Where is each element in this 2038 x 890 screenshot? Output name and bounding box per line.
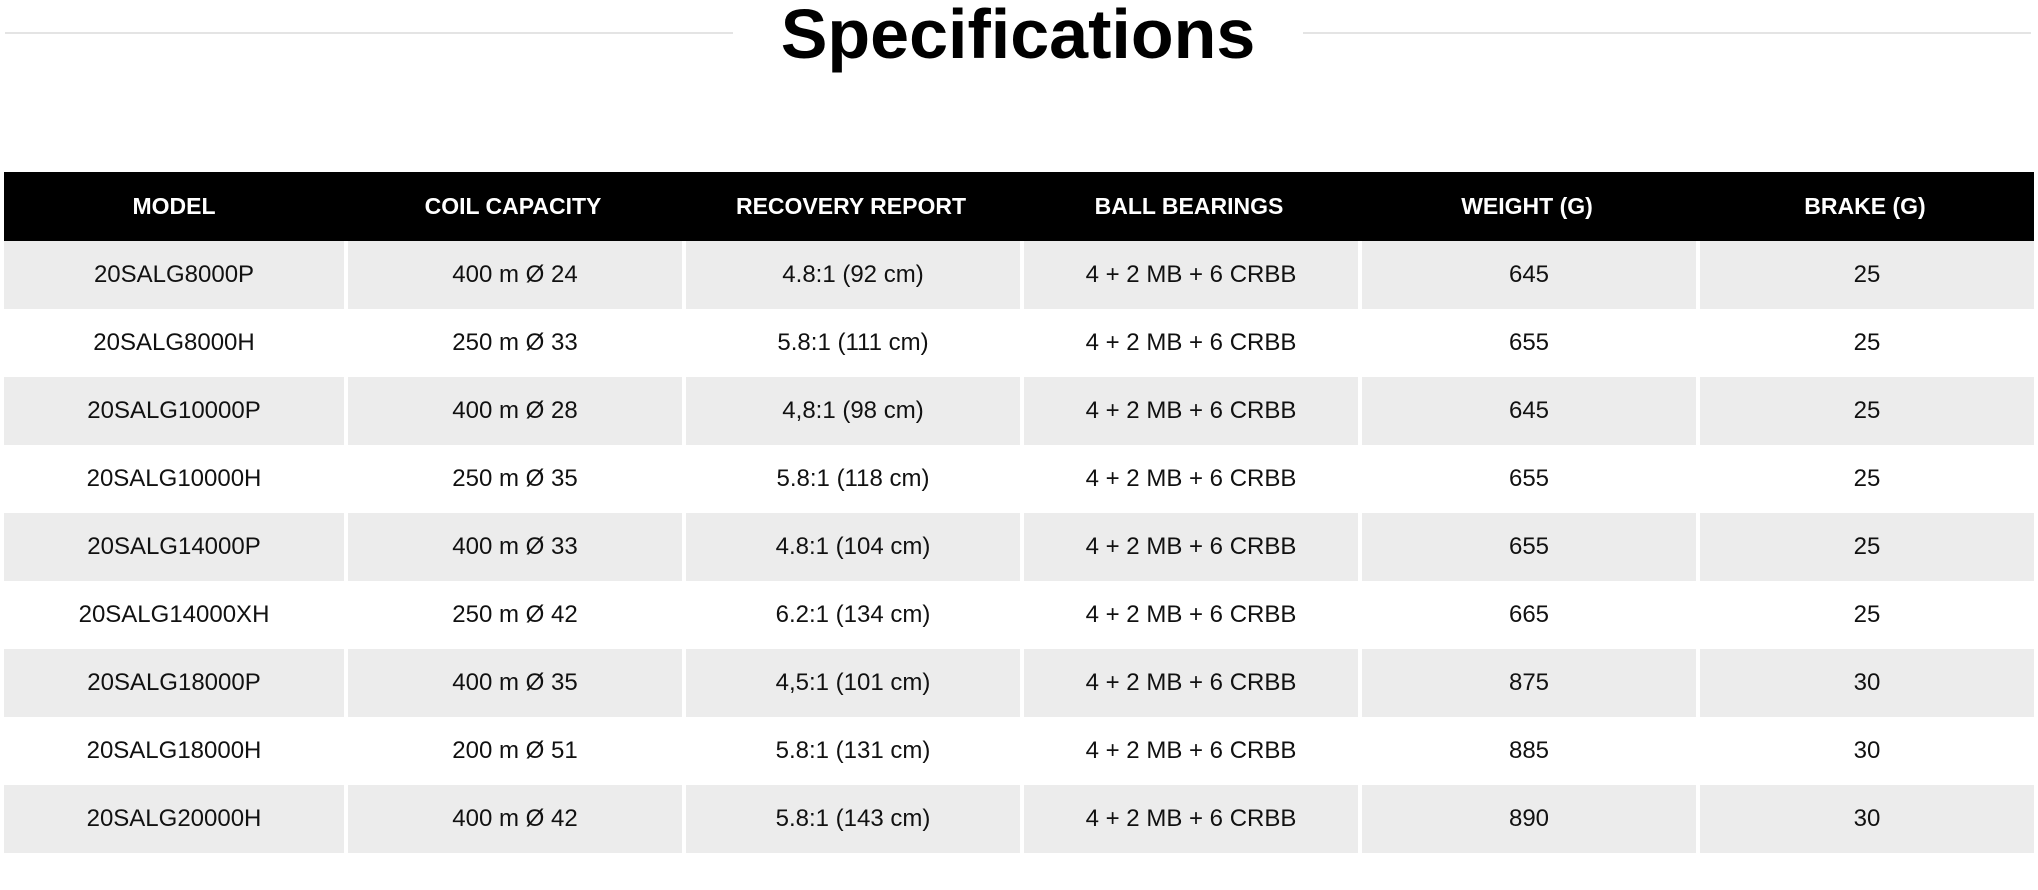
cell-brake: 30 <box>1696 649 2034 717</box>
cell-recovery-report: 5.8:1 (111 cm) <box>682 309 1020 377</box>
cell-brake: 25 <box>1696 377 2034 445</box>
cell-weight: 645 <box>1358 377 1696 445</box>
cell-model: 20SALG18000P <box>4 649 344 717</box>
cell-weight: 645 <box>1358 241 1696 309</box>
cell-model: 20SALG8000H <box>4 309 344 377</box>
header-ball-bearings: BALL BEARINGS <box>1020 172 1358 241</box>
cell-brake: 30 <box>1696 785 2034 853</box>
cell-model: 20SALG14000P <box>4 513 344 581</box>
cell-recovery-report: 5.8:1 (131 cm) <box>682 717 1020 785</box>
cell-brake: 25 <box>1696 309 2034 377</box>
cell-model: 20SALG20000H <box>4 785 344 853</box>
page-title: Specifications <box>780 0 1256 73</box>
table-row: 20SALG10000H 250 m Ø 35 5.8:1 (118 cm) 4… <box>4 445 2034 513</box>
cell-ball-bearings: 4 + 2 MB + 6 CRBB <box>1020 377 1358 445</box>
cell-recovery-report: 4.8:1 (92 cm) <box>682 241 1020 309</box>
cell-model: 20SALG18000H <box>4 717 344 785</box>
cell-weight: 875 <box>1358 649 1696 717</box>
cell-coil-capacity: 400 m Ø 28 <box>344 377 682 445</box>
table-row: 20SALG14000XH 250 m Ø 42 6.2:1 (134 cm) … <box>4 581 2034 649</box>
title-divider-right <box>1303 32 2031 34</box>
cell-coil-capacity: 400 m Ø 42 <box>344 785 682 853</box>
header-brake: BRAKE (G) <box>1696 172 2034 241</box>
title-divider-left <box>5 32 733 34</box>
cell-brake: 25 <box>1696 445 2034 513</box>
header-coil-capacity: COIL CAPACITY <box>344 172 682 241</box>
cell-ball-bearings: 4 + 2 MB + 6 CRBB <box>1020 513 1358 581</box>
cell-ball-bearings: 4 + 2 MB + 6 CRBB <box>1020 309 1358 377</box>
cell-weight: 885 <box>1358 717 1696 785</box>
specifications-table: MODEL COIL CAPACITY RECOVERY REPORT BALL… <box>4 172 2034 853</box>
header-model: MODEL <box>4 172 344 241</box>
table-row: 20SALG10000P 400 m Ø 28 4,8:1 (98 cm) 4 … <box>4 377 2034 445</box>
cell-coil-capacity: 400 m Ø 35 <box>344 649 682 717</box>
cell-ball-bearings: 4 + 2 MB + 6 CRBB <box>1020 717 1358 785</box>
table-row: 20SALG8000P 400 m Ø 24 4.8:1 (92 cm) 4 +… <box>4 241 2034 309</box>
cell-brake: 30 <box>1696 717 2034 785</box>
header-recovery-report: RECOVERY REPORT <box>682 172 1020 241</box>
title-section: Specifications <box>0 0 2038 70</box>
cell-ball-bearings: 4 + 2 MB + 6 CRBB <box>1020 445 1358 513</box>
cell-model: 20SALG10000H <box>4 445 344 513</box>
cell-recovery-report: 4,8:1 (98 cm) <box>682 377 1020 445</box>
cell-weight: 655 <box>1358 513 1696 581</box>
cell-coil-capacity: 400 m Ø 33 <box>344 513 682 581</box>
cell-coil-capacity: 250 m Ø 35 <box>344 445 682 513</box>
cell-recovery-report: 5.8:1 (118 cm) <box>682 445 1020 513</box>
table-row: 20SALG8000H 250 m Ø 33 5.8:1 (111 cm) 4 … <box>4 309 2034 377</box>
cell-brake: 25 <box>1696 513 2034 581</box>
cell-weight: 665 <box>1358 581 1696 649</box>
table-row: 20SALG18000H 200 m Ø 51 5.8:1 (131 cm) 4… <box>4 717 2034 785</box>
cell-weight: 655 <box>1358 309 1696 377</box>
cell-coil-capacity: 250 m Ø 33 <box>344 309 682 377</box>
cell-weight: 890 <box>1358 785 1696 853</box>
cell-coil-capacity: 200 m Ø 51 <box>344 717 682 785</box>
header-weight: WEIGHT (G) <box>1358 172 1696 241</box>
table-header-row: MODEL COIL CAPACITY RECOVERY REPORT BALL… <box>4 172 2034 241</box>
cell-ball-bearings: 4 + 2 MB + 6 CRBB <box>1020 649 1358 717</box>
cell-model: 20SALG8000P <box>4 241 344 309</box>
cell-recovery-report: 4.8:1 (104 cm) <box>682 513 1020 581</box>
cell-ball-bearings: 4 + 2 MB + 6 CRBB <box>1020 241 1358 309</box>
cell-recovery-report: 4,5:1 (101 cm) <box>682 649 1020 717</box>
cell-model: 20SALG14000XH <box>4 581 344 649</box>
cell-brake: 25 <box>1696 241 2034 309</box>
cell-weight: 655 <box>1358 445 1696 513</box>
cell-recovery-report: 6.2:1 (134 cm) <box>682 581 1020 649</box>
cell-ball-bearings: 4 + 2 MB + 6 CRBB <box>1020 785 1358 853</box>
cell-model: 20SALG10000P <box>4 377 344 445</box>
cell-recovery-report: 5.8:1 (143 cm) <box>682 785 1020 853</box>
table-row: 20SALG18000P 400 m Ø 35 4,5:1 (101 cm) 4… <box>4 649 2034 717</box>
table-row: 20SALG20000H 400 m Ø 42 5.8:1 (143 cm) 4… <box>4 785 2034 853</box>
table-row: 20SALG14000P 400 m Ø 33 4.8:1 (104 cm) 4… <box>4 513 2034 581</box>
cell-ball-bearings: 4 + 2 MB + 6 CRBB <box>1020 581 1358 649</box>
cell-brake: 25 <box>1696 581 2034 649</box>
cell-coil-capacity: 250 m Ø 42 <box>344 581 682 649</box>
cell-coil-capacity: 400 m Ø 24 <box>344 241 682 309</box>
